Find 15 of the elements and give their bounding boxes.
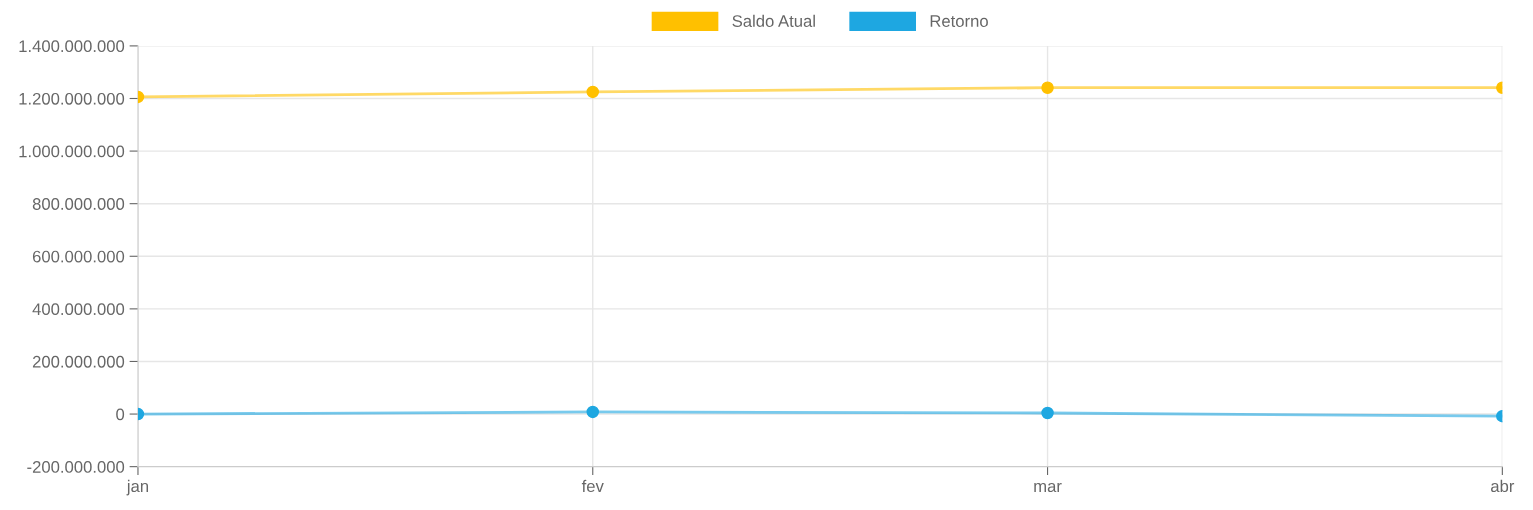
- x-tick-label: fev: [581, 479, 604, 493]
- legend-label: Retorno: [930, 15, 988, 27]
- x-tick-label: abr: [1491, 479, 1515, 493]
- x-tick-label: jan: [126, 479, 149, 496]
- y-tick-label: 600.000.000: [32, 250, 125, 263]
- y-tick-label: 1.400.000.000: [19, 40, 125, 53]
- y-tick-label: 400.000.000: [32, 303, 125, 316]
- y-tick-label: -200.000.000: [27, 461, 125, 473]
- y-tick-label: 1.000.000.000: [19, 145, 125, 158]
- y-tick-label: 0: [116, 408, 125, 421]
- legend-label: Saldo Atual: [732, 14, 815, 27]
- y-tick-label: 800.000.000: [32, 198, 125, 210]
- y-tick-label: 200.000.000: [32, 355, 125, 368]
- x-tick-label: mar: [1034, 482, 1062, 493]
- y-tick-label: 1.200.000.000: [19, 92, 125, 105]
